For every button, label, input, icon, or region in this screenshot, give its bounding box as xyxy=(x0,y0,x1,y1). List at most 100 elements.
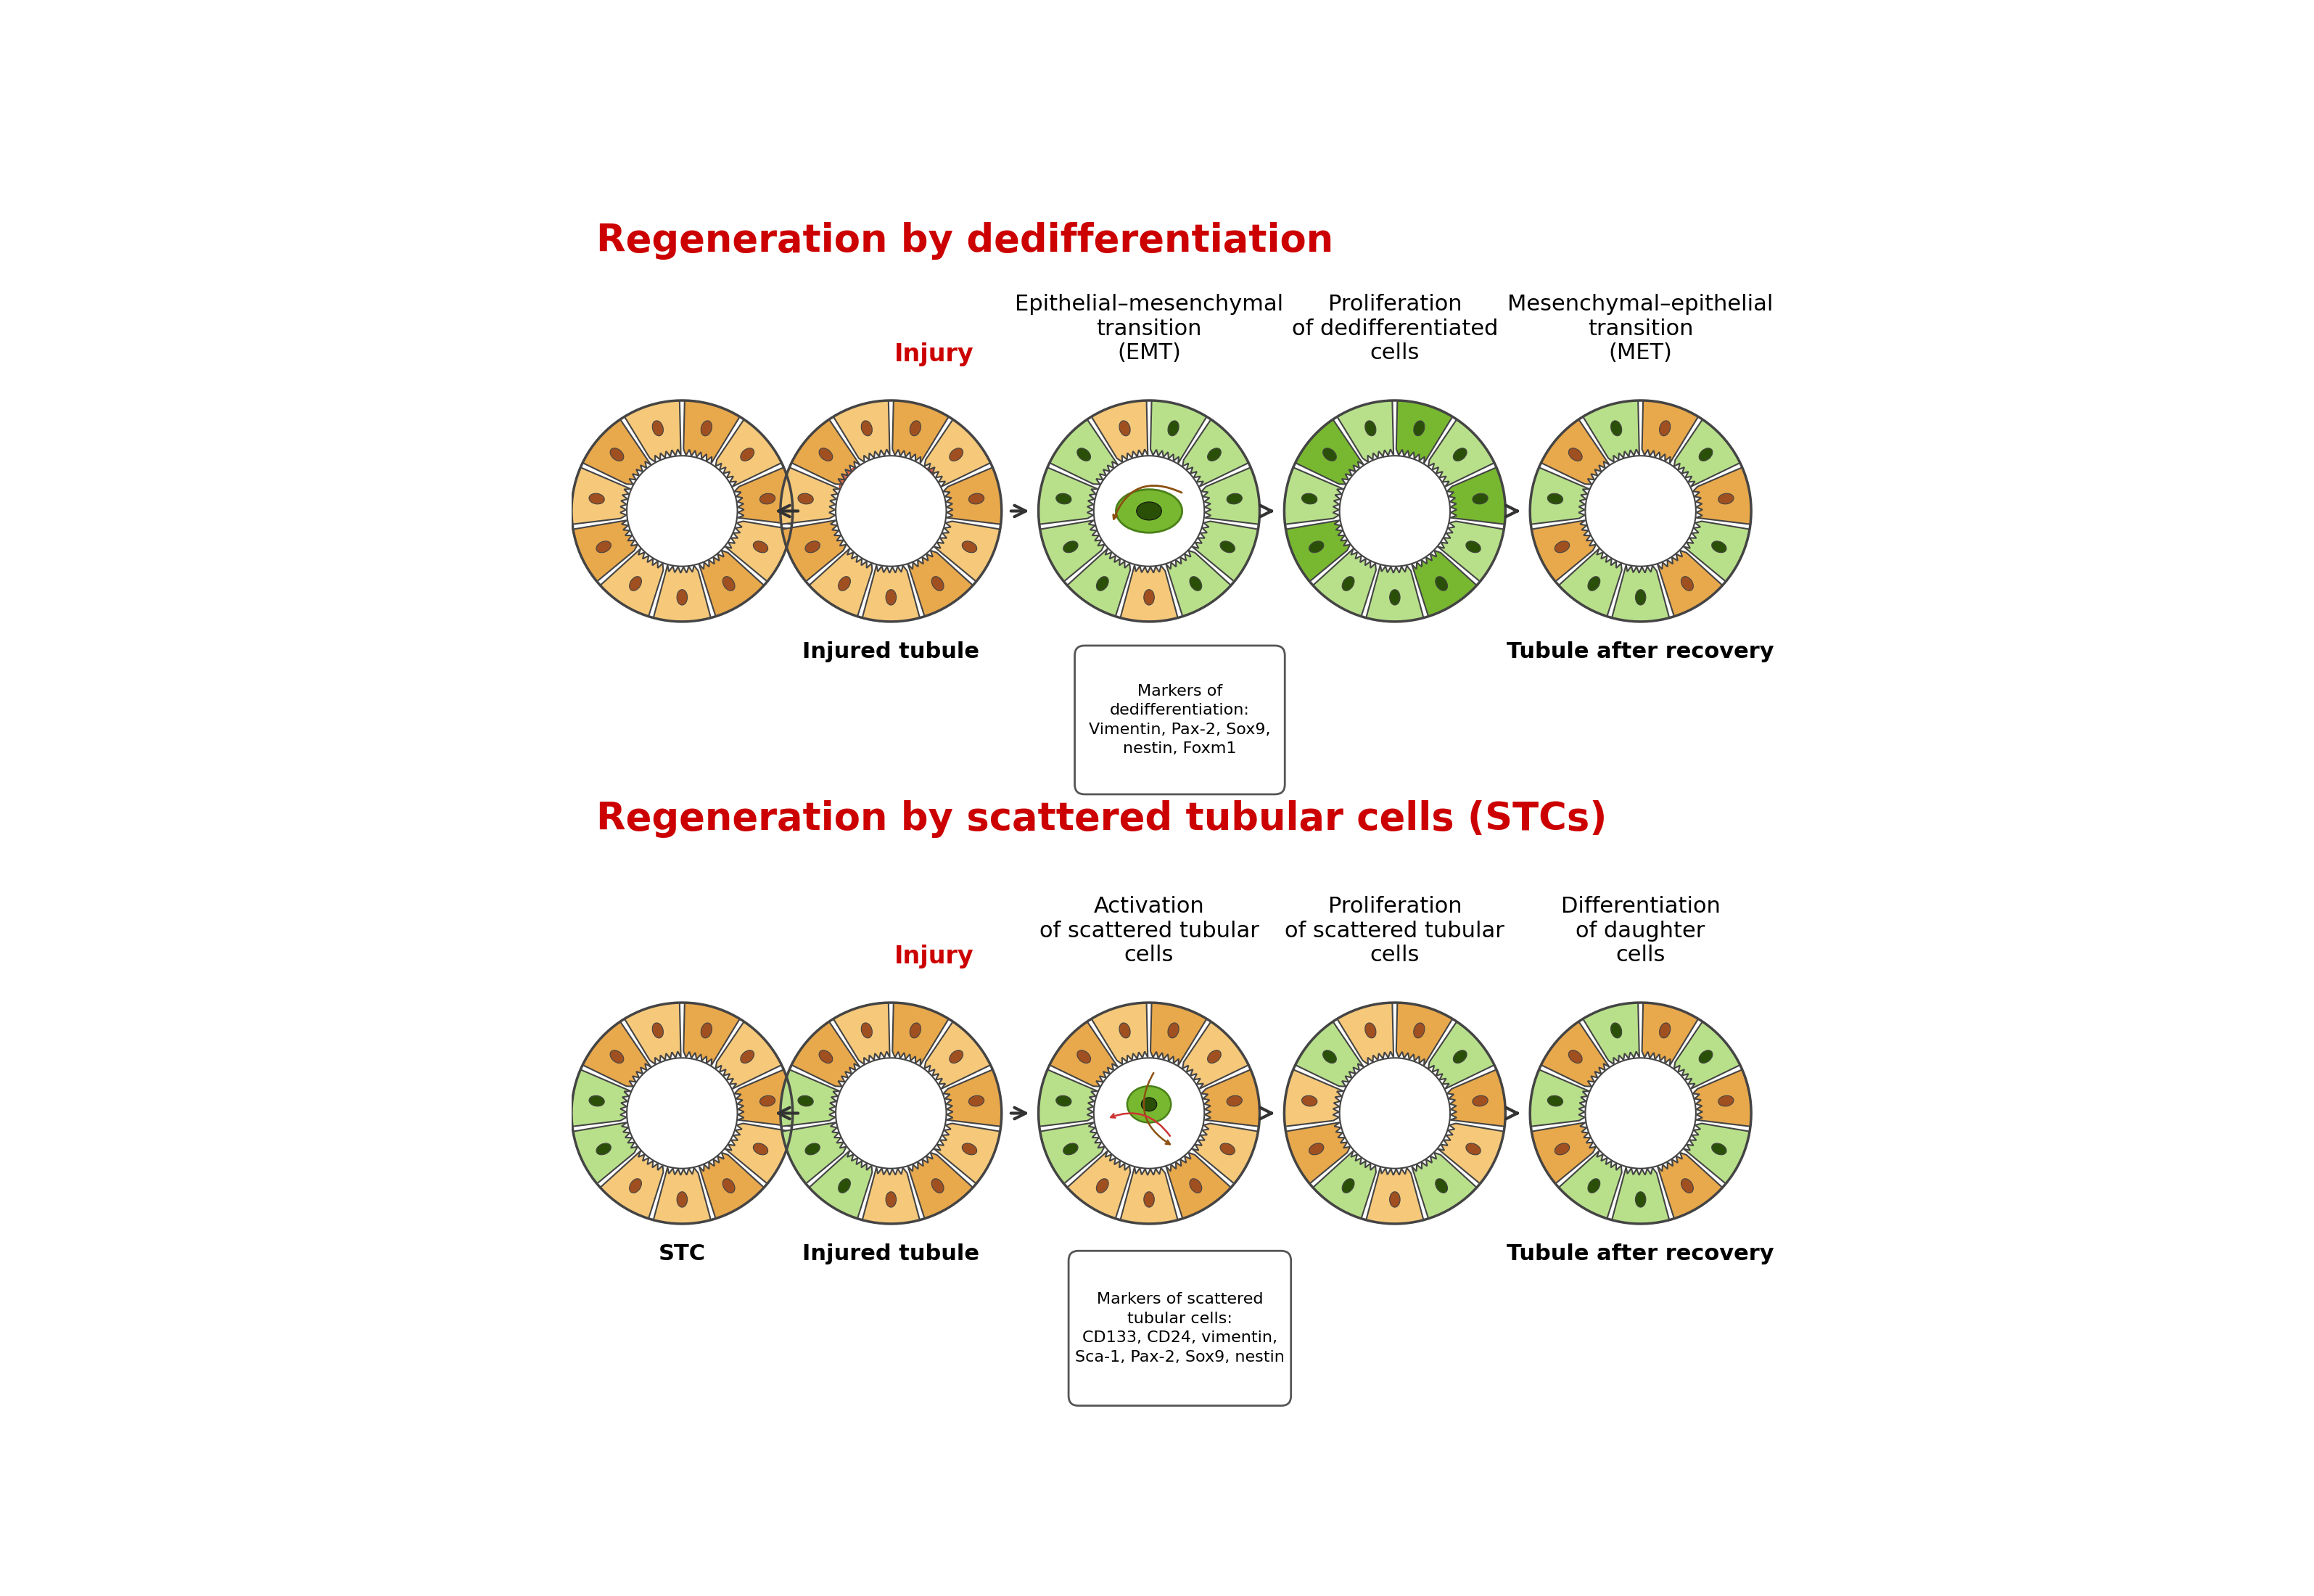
Ellipse shape xyxy=(1342,576,1354,591)
Circle shape xyxy=(889,1138,905,1154)
Text: Proliferation
of scattered tubular
cells: Proliferation of scattered tubular cells xyxy=(1284,895,1504,966)
Text: STC: STC xyxy=(659,1243,706,1264)
Ellipse shape xyxy=(1310,541,1324,552)
Text: Regeneration by scattered tubular cells (STCs): Regeneration by scattered tubular cells … xyxy=(597,800,1606,838)
Circle shape xyxy=(935,514,939,519)
Polygon shape xyxy=(1120,565,1178,621)
Ellipse shape xyxy=(805,1143,819,1156)
Polygon shape xyxy=(1296,420,1363,484)
Ellipse shape xyxy=(597,1143,611,1156)
Circle shape xyxy=(893,1143,900,1149)
Ellipse shape xyxy=(1719,1095,1733,1106)
Ellipse shape xyxy=(1391,1192,1400,1207)
Ellipse shape xyxy=(1097,576,1108,591)
Ellipse shape xyxy=(1076,1050,1090,1063)
Polygon shape xyxy=(1583,401,1638,461)
Polygon shape xyxy=(572,468,632,523)
Polygon shape xyxy=(1560,1151,1622,1219)
Polygon shape xyxy=(935,522,1000,581)
Ellipse shape xyxy=(1219,541,1236,552)
Polygon shape xyxy=(1395,1002,1453,1066)
Ellipse shape xyxy=(1636,1192,1645,1207)
Ellipse shape xyxy=(838,1179,852,1192)
Ellipse shape xyxy=(805,541,819,552)
Polygon shape xyxy=(935,1124,1000,1184)
Ellipse shape xyxy=(590,1095,604,1106)
Ellipse shape xyxy=(1208,448,1222,461)
Ellipse shape xyxy=(1587,1179,1599,1192)
Ellipse shape xyxy=(1414,421,1425,436)
Polygon shape xyxy=(1287,1122,1349,1184)
Polygon shape xyxy=(574,1122,636,1184)
Ellipse shape xyxy=(909,1023,921,1037)
Polygon shape xyxy=(1673,1021,1740,1088)
Polygon shape xyxy=(1051,1021,1118,1087)
Polygon shape xyxy=(1673,420,1740,487)
Polygon shape xyxy=(1613,1167,1668,1224)
Ellipse shape xyxy=(611,448,625,461)
Polygon shape xyxy=(1446,1069,1506,1127)
Polygon shape xyxy=(1284,1069,1344,1127)
Circle shape xyxy=(865,1128,877,1143)
Ellipse shape xyxy=(1698,1050,1712,1063)
Ellipse shape xyxy=(898,1073,923,1092)
Polygon shape xyxy=(1428,1021,1495,1088)
Ellipse shape xyxy=(653,1023,664,1037)
Ellipse shape xyxy=(1548,493,1562,504)
Ellipse shape xyxy=(611,1050,625,1063)
Polygon shape xyxy=(715,1021,782,1088)
Polygon shape xyxy=(583,1021,650,1087)
Polygon shape xyxy=(1446,468,1506,523)
Polygon shape xyxy=(734,1069,794,1127)
Ellipse shape xyxy=(1569,448,1583,461)
Polygon shape xyxy=(1039,1122,1104,1184)
Text: Tubule after recovery: Tubule after recovery xyxy=(1506,1243,1775,1264)
Ellipse shape xyxy=(798,1095,812,1106)
Ellipse shape xyxy=(1303,493,1317,504)
Polygon shape xyxy=(1694,468,1752,523)
Polygon shape xyxy=(1428,420,1495,487)
Ellipse shape xyxy=(1611,1023,1622,1037)
Ellipse shape xyxy=(1143,1192,1155,1207)
Ellipse shape xyxy=(1324,1050,1337,1063)
Polygon shape xyxy=(1685,1124,1749,1184)
Ellipse shape xyxy=(1472,493,1488,504)
Polygon shape xyxy=(1541,1021,1608,1087)
Ellipse shape xyxy=(1189,576,1201,591)
Ellipse shape xyxy=(1414,1023,1425,1037)
Ellipse shape xyxy=(1324,448,1337,461)
Circle shape xyxy=(868,531,882,546)
Polygon shape xyxy=(1532,520,1597,581)
Ellipse shape xyxy=(1391,589,1400,605)
Polygon shape xyxy=(944,468,1002,523)
Circle shape xyxy=(886,458,900,471)
Ellipse shape xyxy=(752,1143,768,1156)
Ellipse shape xyxy=(886,589,896,605)
Polygon shape xyxy=(1365,1167,1423,1224)
Ellipse shape xyxy=(1055,1095,1071,1106)
Ellipse shape xyxy=(819,448,833,461)
Polygon shape xyxy=(1365,565,1423,621)
Polygon shape xyxy=(1067,549,1129,616)
Ellipse shape xyxy=(1141,1098,1157,1111)
Ellipse shape xyxy=(970,493,983,504)
Ellipse shape xyxy=(1365,421,1377,436)
Polygon shape xyxy=(1583,1002,1638,1065)
Polygon shape xyxy=(833,401,891,461)
Ellipse shape xyxy=(1659,1023,1671,1037)
Polygon shape xyxy=(835,456,946,567)
Ellipse shape xyxy=(1712,1143,1726,1156)
Ellipse shape xyxy=(1219,1143,1236,1156)
Ellipse shape xyxy=(1342,1179,1354,1192)
Polygon shape xyxy=(1166,1152,1231,1219)
Circle shape xyxy=(928,471,933,474)
Polygon shape xyxy=(1192,522,1259,581)
Polygon shape xyxy=(724,1124,791,1184)
Polygon shape xyxy=(1039,520,1104,581)
Polygon shape xyxy=(1039,1069,1097,1127)
Polygon shape xyxy=(625,401,680,461)
Polygon shape xyxy=(1039,468,1097,523)
Ellipse shape xyxy=(1682,576,1694,591)
Circle shape xyxy=(926,468,935,477)
Polygon shape xyxy=(1337,401,1393,461)
